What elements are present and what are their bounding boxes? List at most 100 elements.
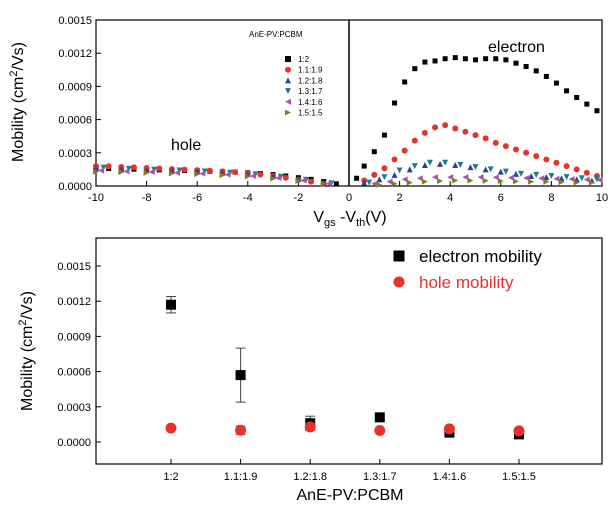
electron-point-series-3: [578, 175, 585, 182]
hole-point-series-3: [100, 164, 107, 171]
electron-point-series-4: [553, 175, 560, 182]
bottom-y-tick-label: 0.0000: [57, 437, 91, 449]
bottom-x-tick-label: 1.2:1.8: [293, 471, 327, 483]
point-series-1: [443, 423, 455, 435]
electron-point-series-0: [361, 163, 367, 169]
bottom-plot-frame: [95, 237, 603, 465]
hole-point-series-1: [282, 174, 289, 181]
legend-marker-series-5: [285, 109, 291, 116]
top-y-tick-label: 0.0012: [58, 48, 92, 60]
electron-point-series-3: [518, 170, 525, 177]
electron-point-series-5: [543, 178, 550, 185]
electron-point-series-0: [381, 132, 387, 138]
electron-point-series-1: [502, 143, 509, 150]
electron-point-series-4: [462, 174, 469, 181]
electron-point-series-2: [376, 176, 383, 183]
electron-point-series-5: [376, 181, 383, 188]
hole-point-series-1: [232, 169, 239, 176]
electron-point-series-5: [406, 179, 413, 186]
top-x-tick-label: 0: [346, 192, 352, 204]
legend-label-series-5: 1.5:1.5: [298, 109, 323, 118]
electron-point-series-2: [543, 174, 550, 181]
top-y-tick-label: 0.0003: [58, 148, 92, 160]
hole-point-series-4: [224, 171, 231, 178]
bottom-y-axis: 0.0000 0.0003 0.0006 0.0009 0.0012 0.0015: [57, 261, 101, 449]
electron-point-series-1: [472, 132, 479, 139]
hole-point-series-5: [219, 172, 226, 179]
bottom-legend-marker-1: [393, 276, 405, 288]
hole-point-series-4: [123, 168, 130, 175]
top-x-tick-label: -4: [243, 192, 253, 204]
hole-point-series-5: [168, 170, 175, 177]
bottom-y-tick-label: 0.0012: [57, 296, 91, 308]
electron-point-series-3: [396, 167, 403, 174]
electron-point-series-3: [548, 173, 555, 180]
top-x-tick-label: 8: [548, 192, 554, 204]
top-x-tick-label: -6: [192, 192, 202, 204]
electron-point-series-5: [512, 178, 519, 185]
hole-point-series-5: [194, 171, 201, 178]
electron-point-series-5: [588, 179, 595, 186]
electron-point-series-0: [584, 101, 590, 107]
electron-point-series-1: [462, 128, 469, 135]
electron-point-series-3: [487, 166, 494, 173]
top-y-axis: 0.0000 0.0003 0.0006 0.0009 0.0012 0.0015: [58, 15, 101, 193]
top-y-tick-label: 0.0000: [58, 181, 92, 193]
bottom-legend: electron mobility hole mobility: [393, 247, 542, 292]
electron-point-series-5: [467, 177, 474, 184]
electron-point-series-1: [512, 146, 519, 153]
electron-point-series-1: [553, 159, 560, 166]
electron-point-series-0: [493, 56, 499, 62]
point-series-0: [166, 299, 176, 310]
electron-point-series-0: [574, 94, 580, 100]
bottom-y-tick-label: 0.0009: [57, 331, 91, 343]
bottom-legend-label-1: hole mobility: [419, 273, 514, 292]
top-x-tick-label: 6: [498, 192, 504, 204]
electron-point-series-3: [381, 174, 388, 181]
top-x-tick-label: 2: [397, 192, 403, 204]
electron-point-series-0: [594, 108, 600, 114]
legend-label-series-3: 1.3:1.7: [298, 87, 323, 96]
bottom-y-axis-label: Mobility (cm2/Vs): [17, 291, 36, 411]
electron-point-series-3: [411, 163, 418, 170]
electron-point-series-5: [528, 178, 535, 185]
hole-point-series-0: [333, 181, 339, 187]
point-series-0: [235, 370, 246, 381]
hole-point-series-4: [275, 175, 282, 182]
top-legend: AnE-PV:PCBM 1:2 1.1:1.91.2:1.8 1.3:1.7 1.4:…: [249, 30, 323, 118]
hole-point-series-1: [181, 166, 188, 173]
electron-point-series-0: [553, 80, 559, 86]
hole-point-series-4: [173, 169, 180, 176]
electron-point-series-3: [366, 179, 373, 186]
electron-point-series-0: [442, 56, 448, 62]
electron-point-series-2: [406, 166, 413, 173]
electron-point-series-0: [392, 100, 398, 106]
electron-point-series-2: [482, 166, 489, 173]
top-x-tick-label: -10: [88, 192, 104, 204]
hole-point-series-1: [156, 165, 163, 172]
bottom-x-axis: 1:2 1.1:1.9 1.2:1.8 1.3:1.7 1.4:1.6 1.5:1.5: [163, 459, 536, 483]
electron-point-series-1: [432, 124, 439, 131]
top-x-tick-label: 10: [596, 192, 608, 204]
bottom-x-tick-label: 1.5:1.5: [502, 471, 536, 483]
hole-point-series-4: [249, 173, 256, 180]
annotation-hole: hole: [171, 137, 201, 154]
electron-point-series-1: [583, 169, 590, 176]
point-series-1: [374, 425, 386, 437]
hole-point-series-5: [93, 168, 99, 175]
hole-point-series-4: [300, 177, 307, 184]
electron-point-series-4: [477, 174, 484, 181]
point-series-1: [513, 425, 525, 437]
electron-point-series-5: [497, 178, 504, 185]
electron-point-series-1: [482, 135, 489, 142]
hole-point-series-4: [98, 167, 105, 174]
electron-point-series-1: [371, 171, 378, 178]
electron-point-series-5: [391, 180, 398, 187]
electron-point-series-3: [457, 161, 464, 168]
electron-point-series-2: [528, 173, 535, 180]
electron-point-series-4: [538, 175, 545, 182]
legend-label-series-0: 1:2: [298, 55, 310, 64]
bottom-legend-marker-0: [393, 250, 405, 262]
electron-point-series-2: [467, 164, 474, 171]
